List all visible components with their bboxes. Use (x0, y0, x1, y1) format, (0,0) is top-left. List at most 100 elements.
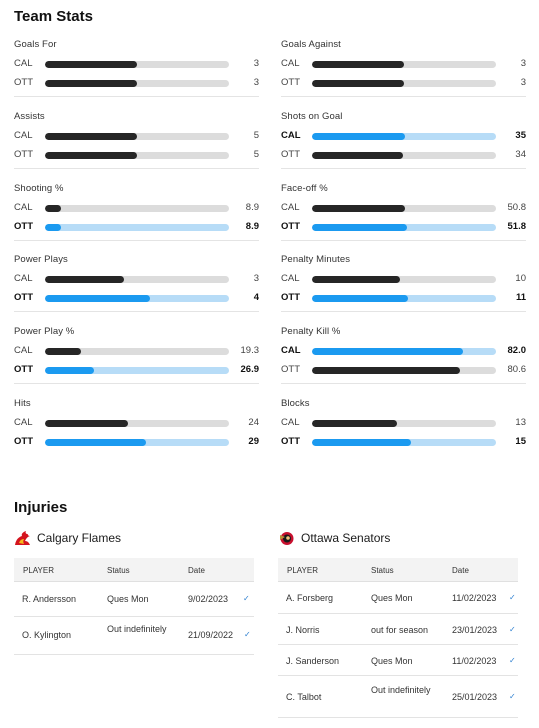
stat-row: CAL 5 (14, 130, 259, 142)
stat-penalty-minutes: Penalty Minutes CAL 10 OTT 11 (281, 254, 526, 312)
team-abbrev: OTT (281, 221, 300, 232)
stat-power-plays: Power Plays CAL 3 OTT 4 (14, 254, 259, 312)
table-header: PLAYER Status Date (14, 558, 254, 582)
stat-bar-fill (45, 439, 146, 446)
injury-date: 11/02/2023 (452, 593, 497, 603)
stat-bar-track (45, 224, 229, 231)
stat-bar-track (312, 276, 496, 283)
stat-row: OTT 80.6 (281, 364, 526, 376)
stat-value: 50.8 (507, 202, 527, 213)
stat-value: 5 (253, 149, 259, 160)
stat-label: Shooting % (14, 183, 64, 194)
stat-row: CAL 10 (281, 273, 526, 285)
injury-date: 11/02/2023 (452, 656, 497, 666)
stat-row: OTT 26.9 (14, 364, 259, 376)
stat-label: Penalty Kill % (281, 326, 341, 337)
stat-row: OTT 5 (14, 149, 259, 161)
stat-face-off: Face-off % CAL 50.8 OTT 51.8 (281, 183, 526, 241)
stat-goals-against: Goals Against CAL 3 OTT 3 (281, 39, 526, 97)
stat-row: CAL 82.0 (281, 345, 526, 357)
stat-bar-track (45, 80, 229, 87)
player-status: Out indefinitely (371, 685, 431, 695)
injury-date: 23/01/2023 (452, 625, 498, 635)
player-name: R. Andersson (22, 594, 77, 604)
stat-bar-track (312, 152, 496, 159)
stat-row: CAL 3 (14, 273, 259, 285)
stat-blocks: Blocks CAL 13 OTT 15 (281, 398, 526, 456)
injuries-title: Injuries (14, 499, 68, 516)
stat-row: CAL 24 (14, 417, 259, 429)
chevron-down-icon[interactable]: ✓ (509, 625, 516, 634)
chevron-down-icon[interactable]: ✓ (244, 630, 251, 639)
ottawa-injuries-table: PLAYER Status Date A. Forsberg Ques Mon … (278, 558, 518, 718)
calgary-team-header: Calgary Flames (14, 530, 121, 546)
injury-date: 25/01/2023 (452, 692, 498, 702)
stat-row: OTT 4 (14, 292, 259, 304)
stat-bar-track (45, 61, 229, 68)
stat-bar-track (45, 205, 229, 212)
calgary-flames-logo-icon (15, 530, 30, 545)
stat-row: OTT 11 (281, 292, 526, 304)
stat-bar-fill (45, 295, 151, 302)
stat-bar-track (312, 133, 496, 140)
stat-bar-fill (312, 439, 411, 446)
stat-label: Goals Against (281, 39, 341, 50)
team-abbrev: CAL (281, 202, 300, 213)
chevron-down-icon[interactable]: ✓ (509, 656, 516, 665)
column-player: PLAYER (287, 566, 318, 575)
stat-row: OTT 15 (281, 436, 526, 448)
team-abbrev: OTT (14, 364, 33, 375)
stat-bar-fill (312, 420, 398, 427)
column-status: Status (107, 566, 130, 575)
stat-label: Power Plays (14, 254, 68, 265)
stat-row: CAL 50.8 (281, 202, 526, 214)
stat-bar-fill (312, 205, 406, 212)
stat-row: CAL 19.3 (14, 345, 259, 357)
stat-value: 8.9 (245, 221, 259, 232)
stat-row: CAL 3 (281, 58, 526, 70)
stat-label: Shots on Goal (281, 111, 343, 122)
team-abbrev: CAL (14, 202, 33, 213)
team-abbrev: CAL (14, 417, 33, 428)
team-abbrev: CAL (281, 130, 301, 141)
stat-bar-track (45, 276, 229, 283)
team-abbrev: CAL (14, 130, 33, 141)
team-abbrev: CAL (281, 417, 300, 428)
stat-value: 8.9 (245, 202, 259, 213)
stat-bar-fill (45, 276, 124, 283)
stat-row: OTT 51.8 (281, 221, 526, 233)
table-row: R. Andersson Ques Mon 9/02/2023 ✓ (14, 582, 254, 617)
table-row: J. Sanderson Ques Mon 11/02/2023 ✓ (278, 645, 518, 676)
team-abbrev: OTT (281, 292, 300, 303)
stat-value: 3 (520, 58, 526, 69)
stat-value: 19.3 (240, 345, 260, 356)
team-abbrev: OTT (281, 149, 300, 160)
calgary-injuries-table: PLAYER Status Date R. Andersson Ques Mon… (14, 558, 254, 655)
chevron-down-icon[interactable]: ✓ (509, 692, 516, 701)
player-name: J. Norris (286, 625, 320, 635)
team-abbrev: CAL (14, 345, 33, 356)
chevron-down-icon[interactable]: ✓ (509, 593, 516, 602)
player-status: Ques Mon (371, 593, 413, 603)
stat-bar-track (45, 439, 229, 446)
stat-bar-track (45, 152, 229, 159)
stat-value: 24 (248, 417, 259, 428)
stat-bar-fill (45, 224, 62, 231)
team-abbrev: OTT (14, 149, 33, 160)
team-stats-title: Team Stats (14, 8, 93, 25)
stat-bar-fill (45, 152, 137, 159)
team-abbrev: OTT (14, 221, 33, 232)
team-abbrev: CAL (14, 58, 33, 69)
stat-assists: Assists CAL 5 OTT 5 (14, 111, 259, 169)
team-abbrev: OTT (281, 364, 300, 375)
stat-value: 4 (253, 292, 259, 303)
stat-value: 3 (253, 273, 259, 284)
stat-bar-fill (312, 133, 406, 140)
chevron-down-icon[interactable]: ✓ (243, 594, 250, 603)
stat-value: 26.9 (240, 364, 260, 375)
stat-bar-fill (45, 348, 81, 355)
stat-bar-fill (312, 152, 403, 159)
stat-bar-fill (45, 420, 129, 427)
stat-bar-track (312, 205, 496, 212)
stat-row: OTT 3 (14, 77, 259, 89)
